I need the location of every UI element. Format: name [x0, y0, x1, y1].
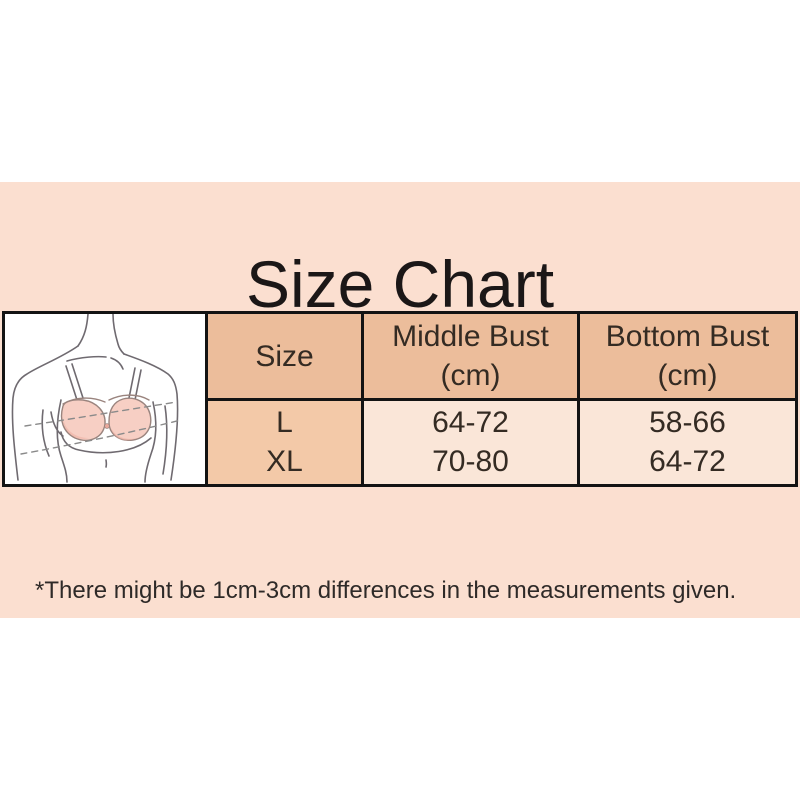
column-header-middle-bust: Middle Bust (cm) [364, 314, 577, 398]
middle-bust-values-cell: 64-72 70-80 [364, 401, 577, 484]
size-value-row-xl: XL [266, 445, 303, 478]
table-illustration-cell [5, 314, 205, 484]
size-value-row-l: L [276, 406, 293, 439]
bottom-bust-values-cell: 58-66 64-72 [580, 401, 795, 484]
middle-bust-value-row-l: 64-72 [432, 406, 509, 439]
column-header-middle-bust-line1: Middle Bust [392, 320, 549, 353]
column-header-bottom-bust-line2: (cm) [657, 359, 718, 392]
measurement-disclaimer: *There might be 1cm-3cm differences in t… [35, 577, 737, 604]
page-title: Size Chart [245, 247, 555, 322]
column-header-size-label: Size [255, 339, 314, 373]
bottom-bust-value-row-xl: 64-72 [649, 445, 726, 478]
size-table: Size Middle Bust (cm) Bottom Bust (cm) L… [2, 311, 798, 487]
column-header-size: Size [208, 314, 361, 398]
column-header-bottom-bust: Bottom Bust (cm) [580, 314, 795, 398]
middle-bust-value-row-xl: 70-80 [432, 445, 509, 478]
column-header-middle-bust-line2: (cm) [440, 359, 501, 392]
size-values-cell: L XL [208, 401, 361, 484]
column-header-bottom-bust-line1: Bottom Bust [605, 320, 770, 353]
bottom-bust-value-row-l: 58-66 [649, 406, 726, 439]
bra-measurement-illustration-icon [11, 314, 182, 483]
